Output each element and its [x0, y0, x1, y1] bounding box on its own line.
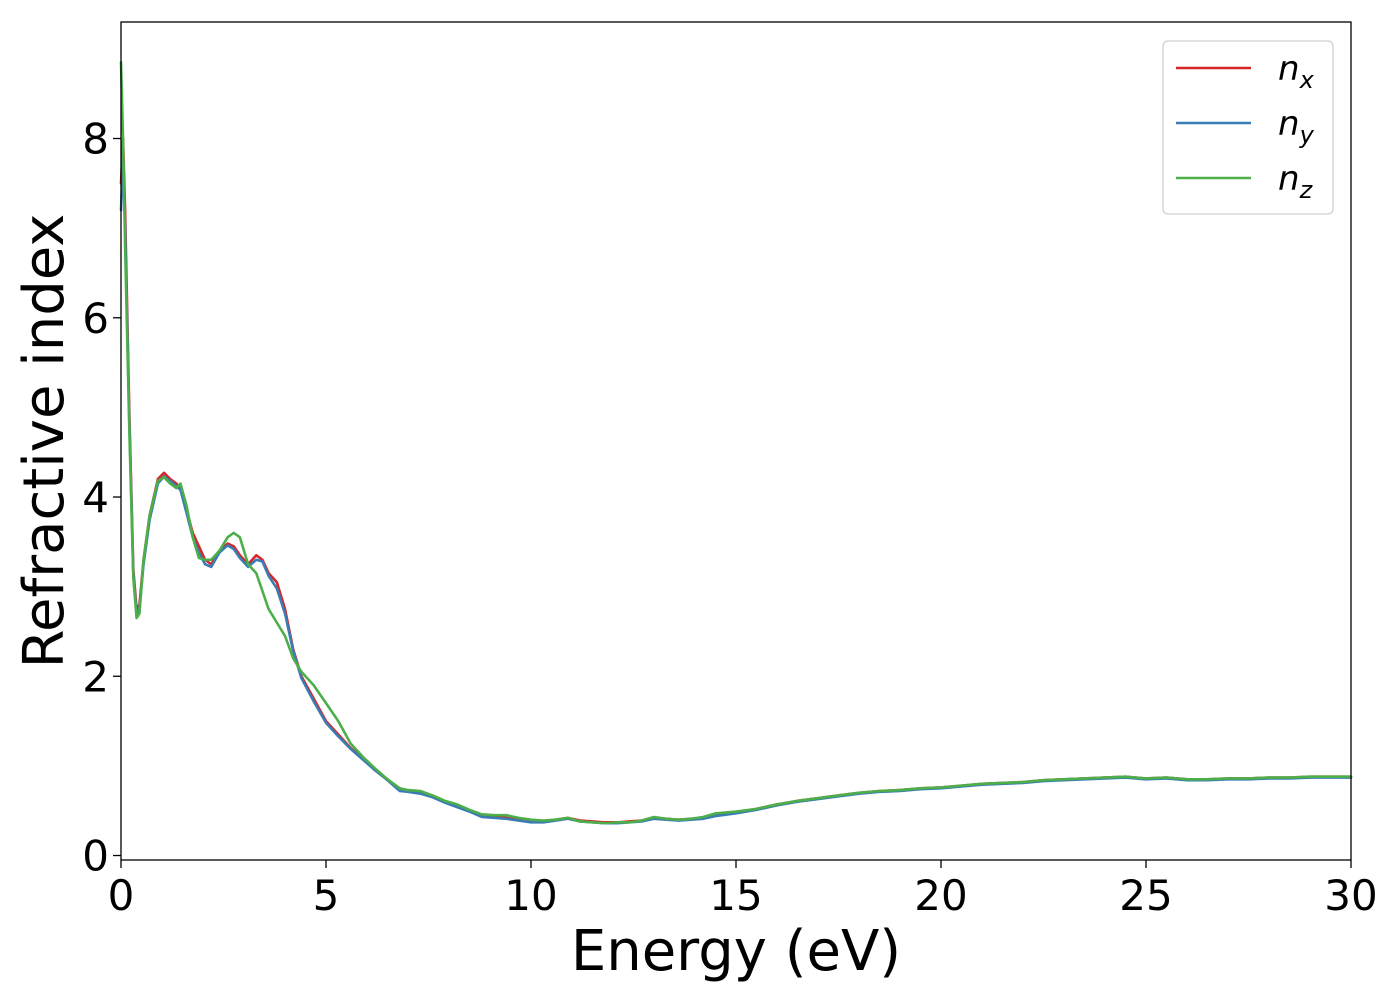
y-tick-label: 4 [82, 473, 109, 522]
legend-label-x: nx [1278, 49, 1315, 94]
legend-label-y: ny [1278, 104, 1315, 149]
y-tick-label: 6 [82, 294, 109, 343]
legend-box [1162, 40, 1334, 215]
y-axis-title: Refractive index [12, 214, 77, 669]
x-tick-label: 30 [1324, 871, 1377, 920]
x-tick-label: 5 [313, 871, 340, 920]
y-tick-label: 2 [82, 652, 109, 701]
x-tick-label: 10 [504, 871, 557, 920]
x-tick-label: 20 [914, 871, 967, 920]
ticks-layer: 0 5 10 15 20 25 30 0 2 4 6 8 [82, 115, 1377, 920]
x-tick-label: 25 [1119, 871, 1172, 920]
y-tick-label: 0 [82, 832, 109, 881]
legend-label-z: nz [1278, 159, 1314, 204]
x-axis-title: Energy (eV) [571, 919, 901, 984]
series-layer [119, 61, 1353, 825]
y-tick-label: 8 [82, 115, 109, 164]
series-line-z [119, 61, 1353, 825]
x-tick-label: 0 [108, 871, 135, 920]
legend: nx ny nz [1162, 40, 1334, 215]
x-tick-label: 15 [709, 871, 762, 920]
